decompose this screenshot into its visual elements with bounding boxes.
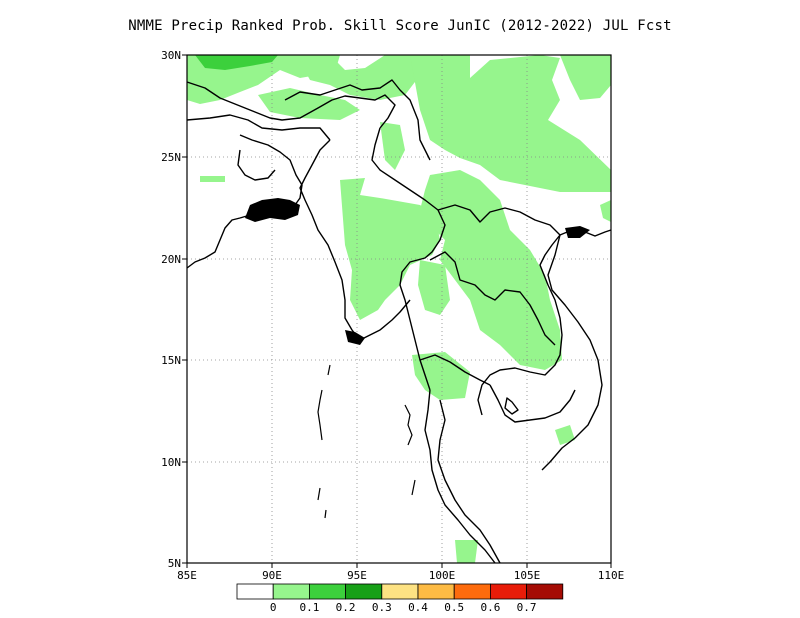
skill-patch-0.1-0.2 <box>195 55 278 70</box>
colorbar-swatch-2 <box>308 583 346 600</box>
colorbar-label-2: 0.2 <box>336 601 356 614</box>
map-title: NMME Precip Ranked Prob. Skill Score Jun… <box>128 18 672 34</box>
colorbar-label-7: 0.7 <box>517 601 537 614</box>
colorbar-label-6: 0.6 <box>480 601 500 614</box>
colorbar-label-0: 0 <box>270 601 277 614</box>
lat-label-30n: 30N <box>161 49 181 62</box>
colorbar-label-5: 0.5 <box>444 601 464 614</box>
coastlines-borders <box>186 79 612 564</box>
delta-coastlines <box>245 198 590 345</box>
gridlines <box>187 55 611 563</box>
colorbar-label-4: 0.4 <box>408 601 428 614</box>
colorbar-labels: 0 0.1 0.2 0.3 0.4 0.5 0.6 0.7 <box>270 601 537 614</box>
andaman-islands <box>317 364 416 519</box>
colorbar-swatch-7 <box>489 583 527 600</box>
lon-label-110e: 110E <box>598 569 625 582</box>
lat-label-20n: 20N <box>161 253 181 266</box>
lon-label-100e: 100E <box>429 569 456 582</box>
tick-marks <box>182 54 612 568</box>
colorbar <box>236 583 564 600</box>
colorbar-swatch-3 <box>345 583 383 600</box>
colorbar-swatch-1 <box>272 583 310 600</box>
colorbar-label-3: 0.3 <box>372 601 392 614</box>
colorbar-swatch-6 <box>453 583 491 600</box>
plot-frame <box>186 54 612 564</box>
lon-label-95e: 95E <box>347 569 367 582</box>
colorbar-swatch-5 <box>417 583 455 600</box>
lon-label-90e: 90E <box>262 569 282 582</box>
colorbar-swatch-4 <box>381 583 419 600</box>
lon-label-105e: 105E <box>514 569 541 582</box>
colorbar-swatch-8 <box>526 583 564 600</box>
lat-label-5n: 5N <box>168 557 181 570</box>
colorbar-label-1: 0.1 <box>299 601 319 614</box>
colorbar-swatch-0 <box>236 583 274 600</box>
lat-label-25n: 25N <box>161 151 181 164</box>
lat-label-15n: 15N <box>161 354 181 367</box>
lat-label-10n: 10N <box>161 456 181 469</box>
lon-label-85e: 85E <box>177 569 197 582</box>
